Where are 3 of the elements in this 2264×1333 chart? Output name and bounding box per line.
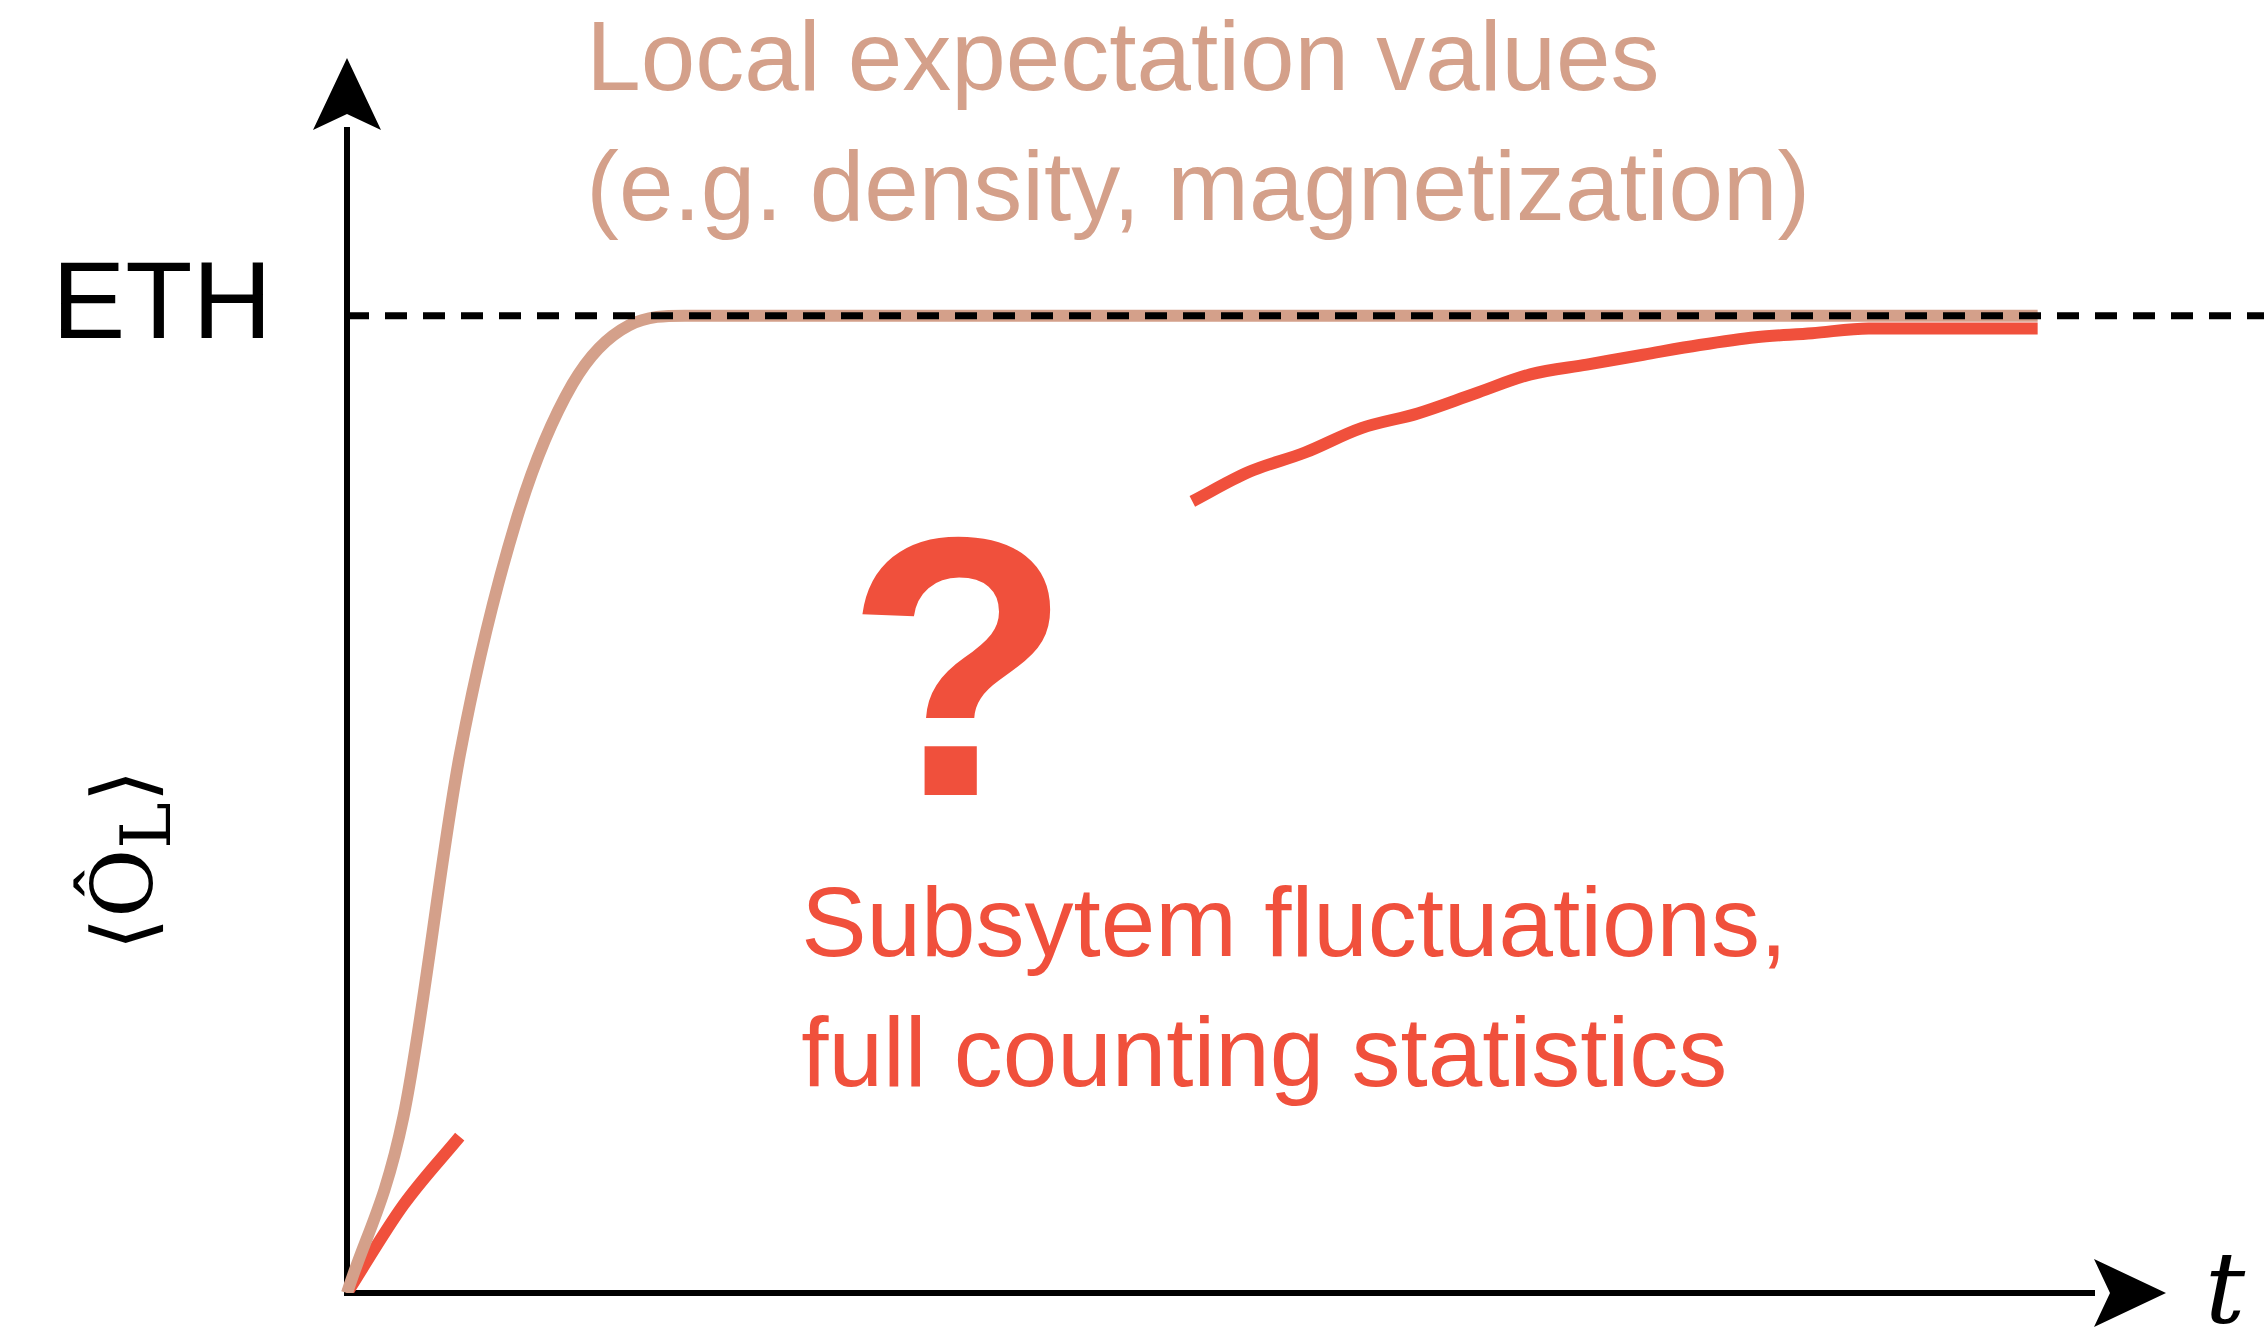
text: Local expectation values (e.g. density, magnetization) (586, 0, 1811, 241)
x-axis-title: t (2205, 1230, 2246, 1333)
ref-line-label: ETH (52, 238, 272, 362)
